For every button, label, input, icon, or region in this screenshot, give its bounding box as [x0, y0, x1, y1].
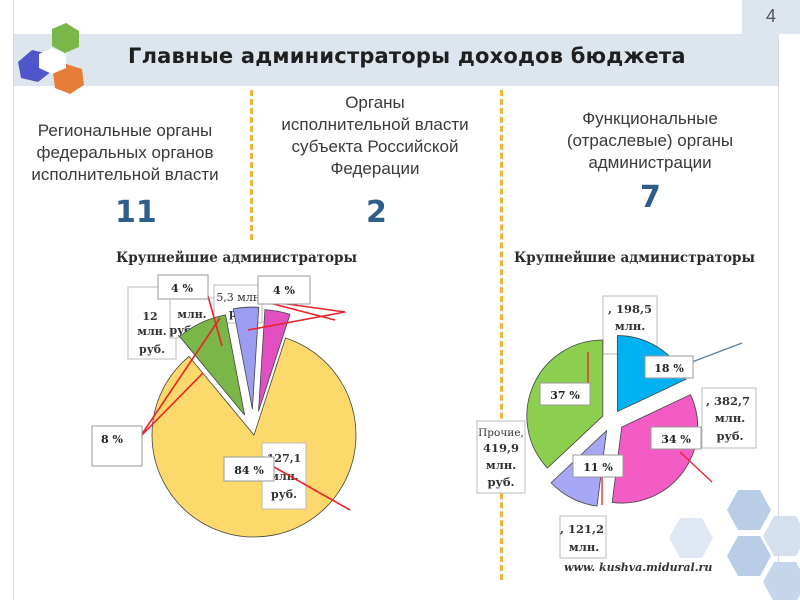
- category-regional-label: Региональные органы федеральных органов …: [5, 120, 245, 186]
- right-amount-callouts: , 198,5 млн. руб. , 382,7 млн. руб. , 12…: [476, 295, 757, 559]
- left-connector-4b-3: [247, 311, 346, 331]
- category-subject-line-4: Федерации: [330, 159, 420, 178]
- category-regional-line-2: федеральных органов: [36, 143, 214, 162]
- right-callout-lavender-line-1: , 121,2: [560, 522, 604, 536]
- category-regional-line-1: Региональные органы: [37, 121, 213, 140]
- left-callout-yellow-line-3: руб.: [271, 488, 297, 501]
- category-regional-line-3: исполнительной власти: [31, 165, 219, 184]
- category-subject-label: Органы исполнительной власти субъекта Ро…: [255, 92, 495, 180]
- left-pct-box-84: [223, 456, 275, 482]
- page-number-tab: [742, 0, 800, 34]
- left-callout-magenta-line-1: 5,3 млн.: [216, 291, 263, 304]
- category-regional-count: 11: [115, 195, 157, 230]
- title-band: [14, 34, 778, 86]
- right-pct-box-37: [539, 382, 591, 406]
- deco-hexagon-3: [727, 536, 771, 576]
- left-callout-green-line-2: млн.: [137, 325, 166, 338]
- right-pct-18: 18 %: [654, 362, 684, 375]
- right-callout-lime-line-2: 419,9: [483, 441, 519, 455]
- left-pie-slice-3: [232, 306, 260, 410]
- right-callout-lime-line-4: руб.: [487, 475, 514, 489]
- left-pct-box-4a: [157, 274, 209, 300]
- right-pct-34: 34 %: [661, 433, 691, 446]
- right-pct-box-11: [572, 454, 624, 478]
- left-callout-purple-line-1: млн.: [177, 308, 206, 321]
- left-frame-line: [13, 0, 14, 600]
- left-percent-labels: 84 % 8 % 4 % 4 %: [91, 274, 311, 482]
- left-pie-slice-4: [258, 309, 291, 412]
- category-subject-line-1: Органы: [345, 93, 405, 112]
- category-subject-line-3: субъекта Российской: [291, 137, 459, 156]
- right-callout-lavender-line-2: млн.: [569, 540, 600, 554]
- hexagon-logo: [18, 23, 84, 94]
- divider-dashed-left: [250, 90, 253, 240]
- deco-hexagon-1: [727, 490, 771, 530]
- right-pct-37: 37 %: [550, 389, 580, 402]
- left-connector-8: [139, 372, 204, 438]
- category-subject-count: 2: [366, 195, 387, 230]
- left-pct-84: 84 %: [234, 464, 264, 477]
- chart-left-title: Крупнейшие администраторы: [116, 250, 358, 266]
- deco-hexagon-2: [669, 518, 713, 558]
- right-callout-box-lavender: [559, 515, 607, 559]
- right-callout-cyan-line-2: млн.: [615, 319, 646, 333]
- left-pct-4b: 4 %: [273, 284, 295, 297]
- footer-url: www. kushva.midural.ru: [564, 561, 713, 574]
- category-functional-line-2: (отраслевые) органы: [566, 131, 734, 150]
- right-callout-cyan-line-1: , 198,5: [608, 302, 652, 316]
- right-callout-lime-line-1: Прочие,: [478, 427, 524, 439]
- chart-right-title: Крупнейшие администраторы: [514, 250, 756, 266]
- left-callout-green-line-1: 12: [142, 310, 157, 323]
- right-pct-box-18: [644, 355, 694, 379]
- left-connector-4a: [205, 288, 223, 347]
- category-functional-count: 7: [640, 180, 661, 215]
- right-connector-34: [679, 451, 713, 483]
- left-connector-lines: [139, 288, 351, 511]
- page-title: Главные администраторы доходов бюджета: [128, 44, 686, 68]
- left-callout-green-line-3: руб.: [139, 343, 165, 356]
- left-connector-84: [266, 462, 351, 511]
- right-callout-box-lime: [476, 420, 526, 494]
- category-functional-line-1: Функциональные: [582, 109, 718, 128]
- right-pct-11: 11 %: [583, 461, 613, 474]
- hexagon-green: [52, 23, 79, 53]
- category-subject-line-2: исполнительной власти: [281, 115, 469, 134]
- decorative-hexagons: [669, 490, 800, 600]
- right-pct-box-34: [650, 426, 702, 450]
- right-percent-labels: 18 % 34 % 11 % 37 %: [539, 355, 702, 478]
- right-callout-pink-line-1: , 382,7: [706, 394, 750, 408]
- right-connector-18: [691, 342, 743, 363]
- left-callout-yellow-line-1: 127,1: [267, 452, 301, 465]
- left-pct-box-8: [91, 425, 143, 467]
- left-pct-4a: 4 %: [171, 282, 193, 295]
- divider-dashed-right: [500, 90, 503, 580]
- left-pie-slice-2: [179, 314, 246, 416]
- category-functional-line-3: администрации: [588, 153, 712, 172]
- category-functional-label: Функциональные (отраслевые) органы админ…: [530, 108, 770, 174]
- right-callout-box-pink: [701, 387, 757, 449]
- right-callout-pink-line-3: руб.: [716, 429, 743, 443]
- left-pct-8: 8 %: [101, 433, 123, 446]
- left-pct-box-4b: [257, 275, 311, 305]
- right-frame-line: [778, 0, 779, 600]
- left-callout-yellow-line-2: млн.: [269, 470, 298, 483]
- right-callout-lime-line-3: млн.: [486, 458, 517, 472]
- hexagon-orange: [53, 64, 84, 94]
- hexagon-white: [39, 48, 66, 74]
- deco-hexagon-4: [763, 516, 800, 556]
- right-callout-pink-line-2: млн.: [715, 411, 746, 425]
- page-number: 4: [766, 6, 777, 26]
- deco-hexagon-5: [763, 562, 800, 600]
- left-connector-8b: [139, 317, 221, 438]
